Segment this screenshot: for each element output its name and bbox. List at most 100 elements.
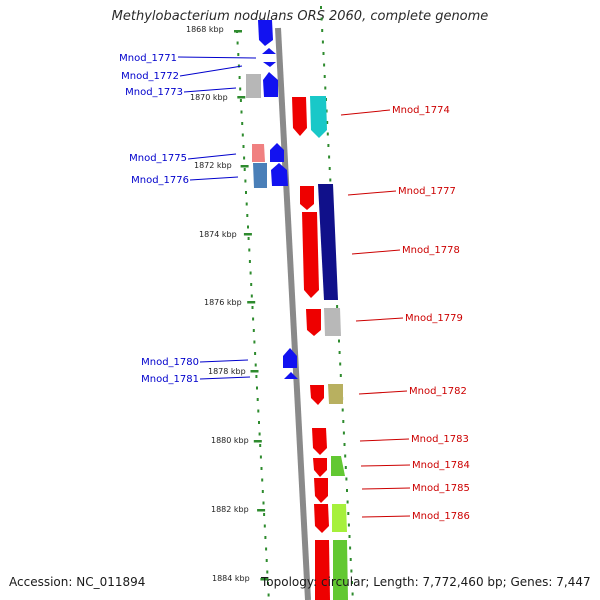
right-gene-labels: Mnod_1774 Mnod_1777 Mnod_1778 Mnod_1779 … xyxy=(392,105,470,522)
gene-feature-1781[interactable] xyxy=(284,372,298,379)
gene-label-mnod-1772[interactable]: Mnod_1772 xyxy=(121,71,179,82)
tick-dot xyxy=(263,513,266,516)
gene-feature-1786-b[interactable] xyxy=(332,504,347,532)
bp-label: 1870 kbp xyxy=(190,93,228,102)
leader-line xyxy=(358,390,408,395)
gene-label-mnod-1778[interactable]: Mnod_1778 xyxy=(402,245,460,256)
gene-feature-1773-a[interactable] xyxy=(246,74,261,98)
tick-dot xyxy=(346,489,348,492)
tick-dot xyxy=(246,214,249,217)
gene-feature-1785[interactable] xyxy=(314,478,328,503)
gene-feature-1782-b[interactable] xyxy=(328,384,343,404)
leader-line xyxy=(361,487,411,490)
tick-dot xyxy=(339,374,342,377)
leader-line xyxy=(199,376,251,380)
bp-label: 1874 kbp xyxy=(199,230,237,239)
gene-label-mnod-1786[interactable]: Mnod_1786 xyxy=(412,511,470,522)
gene-label-mnod-1780[interactable]: Mnod_1780 xyxy=(141,357,199,368)
gene-feature-1784-a[interactable] xyxy=(313,458,327,477)
tick-dot xyxy=(261,490,264,493)
tick-dot xyxy=(347,523,350,527)
leader-line xyxy=(187,153,237,160)
tick-dot xyxy=(346,500,349,504)
tick-dot xyxy=(338,351,341,354)
gene-feature-1772[interactable] xyxy=(263,62,276,67)
gene-feature-1784-b[interactable] xyxy=(331,456,345,476)
gene-feature-1787-b[interactable] xyxy=(333,540,348,600)
gene-feature-1775-b[interactable] xyxy=(270,143,284,162)
tick-dot xyxy=(265,547,268,551)
leader-line xyxy=(179,65,243,77)
tick-dot xyxy=(238,76,241,79)
gene-label-mnod-1781[interactable]: Mnod_1781 xyxy=(141,374,199,385)
tick-dot xyxy=(350,569,353,573)
tick-dot xyxy=(263,524,266,528)
gene-feature-1780[interactable] xyxy=(283,348,297,368)
tick-dot xyxy=(329,178,332,182)
gene-label-mnod-1782[interactable]: Mnod_1782 xyxy=(409,386,467,397)
gene-feature-1776-b[interactable] xyxy=(271,163,288,186)
gene-feature-1771[interactable] xyxy=(262,48,276,54)
tick-dot xyxy=(254,352,257,355)
gene-feature-1786-a[interactable] xyxy=(314,504,329,533)
gene-label-mnod-1784[interactable]: Mnod_1784 xyxy=(412,460,470,471)
tick-dot xyxy=(256,398,259,401)
tick-dot xyxy=(247,237,250,240)
tick-dot xyxy=(342,431,345,435)
gene-label-mnod-1777[interactable]: Mnod_1777 xyxy=(398,186,456,197)
tick-dot xyxy=(338,339,340,343)
gene-feature-1787-a[interactable] xyxy=(315,540,330,600)
gene-label-mnod-1775[interactable]: Mnod_1775 xyxy=(129,153,187,164)
tick-dot xyxy=(326,121,329,124)
tick-dot xyxy=(236,41,239,45)
tick-dot xyxy=(267,582,269,585)
gene-feature-1779-b[interactable] xyxy=(324,308,341,336)
bp-tick xyxy=(253,440,262,443)
tick-dot xyxy=(239,99,242,102)
bp-tick xyxy=(237,96,246,99)
gene-label-mnod-1779[interactable]: Mnod_1779 xyxy=(405,313,463,324)
tick-dot xyxy=(261,478,264,482)
gene-feature-1776-a[interactable] xyxy=(253,163,267,188)
leader-line xyxy=(355,317,404,322)
tick-dot xyxy=(321,40,324,44)
tick-dot xyxy=(321,29,324,32)
gene-feature-1779-a[interactable] xyxy=(306,309,321,336)
bp-tick xyxy=(257,509,266,512)
tick-dot xyxy=(258,421,260,424)
bp-tick xyxy=(260,578,269,581)
gene-feature-1773-b[interactable] xyxy=(263,72,278,97)
tick-dot xyxy=(249,271,252,275)
gene-feature-1770[interactable] xyxy=(258,20,273,46)
gene-label-mnod-1773[interactable]: Mnod_1773 xyxy=(125,87,183,98)
tick-dot xyxy=(345,477,348,481)
tick-dot xyxy=(241,122,244,125)
tick-dot xyxy=(322,52,325,55)
bp-tick xyxy=(243,233,252,236)
gene-label-mnod-1785[interactable]: Mnod_1785 xyxy=(412,483,470,494)
tick-dot xyxy=(245,191,247,194)
tick-dot xyxy=(351,592,354,596)
bp-label: 1876 kbp xyxy=(204,298,242,307)
tick-dot xyxy=(266,570,269,574)
gene-label-mnod-1774[interactable]: Mnod_1774 xyxy=(392,105,450,116)
gene-feature-1775-a[interactable] xyxy=(252,144,265,162)
tick-dot xyxy=(320,6,322,9)
gene-feature-1778-a[interactable] xyxy=(302,212,319,298)
tick-dot xyxy=(348,535,351,538)
right-gene-features xyxy=(292,96,348,600)
gene-label-mnod-1783[interactable]: Mnod_1783 xyxy=(411,434,469,445)
gene-feature-1777[interactable] xyxy=(300,186,314,210)
gene-feature-1782-a[interactable] xyxy=(310,385,324,405)
gene-label-mnod-1776[interactable]: Mnod_1776 xyxy=(131,175,189,186)
gene-feature-1774-a[interactable] xyxy=(292,97,307,136)
tick-dot xyxy=(256,386,258,390)
gene-feature-1778-b[interactable] xyxy=(318,184,338,300)
bp-label: 1880 kbp xyxy=(211,436,249,445)
gene-feature-1783[interactable] xyxy=(312,428,327,455)
gene-feature-1774-b[interactable] xyxy=(310,96,327,138)
tick-dot xyxy=(241,133,244,137)
gene-label-mnod-1771[interactable]: Mnod_1771 xyxy=(119,53,177,64)
